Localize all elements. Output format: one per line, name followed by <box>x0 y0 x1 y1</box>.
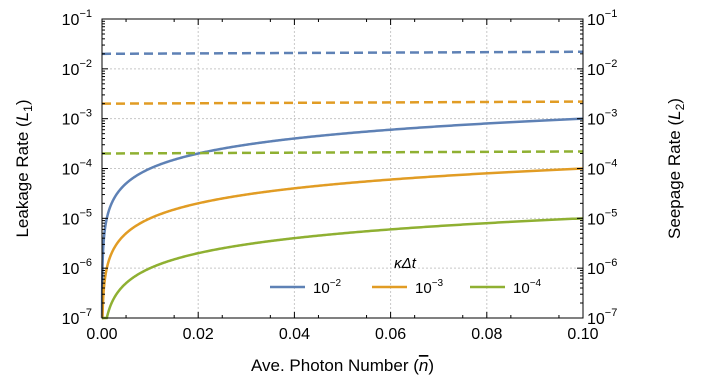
y-tick-label-right: 10−5 <box>587 207 617 228</box>
y-tick-label-right: 10−3 <box>587 108 617 129</box>
x-tick-label: 0.04 <box>279 326 310 343</box>
y-tick-label-right: 10−6 <box>587 257 617 278</box>
y-tick-label-left: 10−1 <box>62 8 92 29</box>
legend-entry-label: 10−2 <box>313 278 342 297</box>
legend-title: κΔt <box>394 255 417 272</box>
y-tick-label-right: 10−7 <box>587 307 617 328</box>
y-axis-label-right: Seepage Rate (L2) <box>665 98 687 239</box>
y-tick-label-right: 10−1 <box>587 8 617 29</box>
y-tick-label-left: 10−4 <box>62 158 92 179</box>
series-layer <box>100 50 584 320</box>
x-axis-label: Ave. Photon Number (n) <box>251 356 434 375</box>
y-tick-label-right: 10−2 <box>587 58 617 79</box>
leakage-curve-0.001 <box>101 167 584 320</box>
y-tick-label-left: 10−6 <box>62 257 92 278</box>
y-tick-label-left: 10−3 <box>62 108 92 129</box>
grid <box>102 19 583 318</box>
y-tick-label-left: 10−5 <box>62 207 92 228</box>
leakage-curve-0.0001 <box>102 217 584 320</box>
y-tick-label-right: 10−4 <box>587 158 617 179</box>
seepage-line-0.01 <box>101 50 584 56</box>
y-tick-label-left: 10−7 <box>62 307 92 328</box>
leakage-curve-0.01 <box>100 117 584 320</box>
legend-entry-label: 10−3 <box>415 278 444 297</box>
legend: κΔt 10−2 10−3 10−4 <box>270 255 542 297</box>
seepage-line-0.001 <box>101 100 584 105</box>
x-tick-label: 0.02 <box>183 326 214 343</box>
x-tick-label: 0.00 <box>86 326 117 343</box>
x-tick-label: 0.08 <box>471 326 502 343</box>
legend-entry-label: 10−4 <box>513 278 542 297</box>
x-tick-label: 0.10 <box>567 326 598 343</box>
x-tick-label: 0.06 <box>375 326 406 343</box>
ticks: 0.00 0.02 0.04 0.06 0.08 0.10 10−1 10−1 10−2 10−2… <box>62 8 618 343</box>
y-tick-label-left: 10−2 <box>62 58 92 79</box>
y-axis-label-left: Leakage Rate (L1) <box>13 99 35 237</box>
seepage-line-0.0001 <box>101 150 584 155</box>
